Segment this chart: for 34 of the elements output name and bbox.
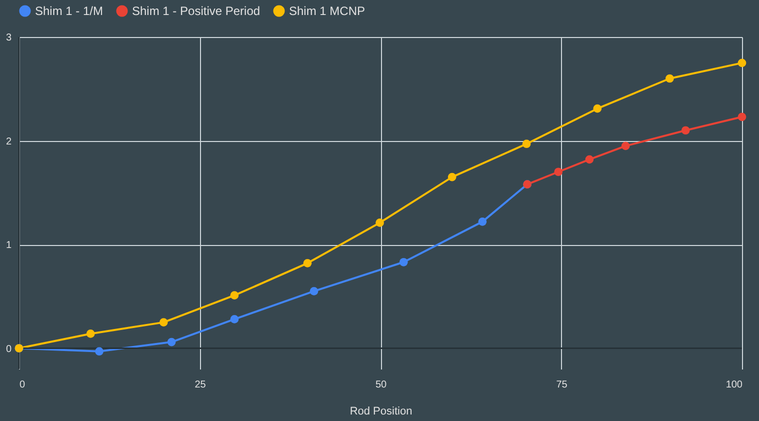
point (448, 172, 456, 182)
x-tick-label: 75 (556, 380, 568, 390)
point (738, 58, 746, 68)
point (738, 112, 746, 122)
x-axis-title: Rod Position (350, 406, 412, 418)
point (478, 218, 487, 226)
y-tick-label: 0 (6, 344, 12, 355)
legend-label: Shim 1 MCNP (289, 4, 366, 18)
point (167, 338, 176, 346)
point (621, 142, 630, 150)
point (159, 318, 168, 326)
point (230, 315, 239, 324)
x-tick-label: 50 (375, 380, 387, 390)
point (522, 140, 531, 148)
legend-label: Shim 1 - 1/M (35, 4, 104, 18)
point (303, 259, 312, 268)
point (86, 330, 95, 338)
point (554, 168, 563, 176)
point (230, 291, 239, 300)
y-tick-label: 1 (6, 240, 12, 251)
x-tick-label: 25 (194, 380, 206, 390)
point (593, 104, 602, 113)
point (95, 347, 104, 356)
y-tick-label: 3 (6, 32, 12, 44)
point (399, 258, 408, 266)
x-tick-label: 100 (726, 380, 743, 390)
point (666, 74, 674, 83)
point (310, 287, 318, 296)
legend-label: Shim 1 - Positive Period (132, 4, 260, 18)
point (585, 155, 594, 164)
point (681, 126, 690, 135)
point (376, 218, 384, 227)
x-tick-label: 0 (20, 380, 26, 390)
y-tick-label: 2 (6, 136, 12, 148)
